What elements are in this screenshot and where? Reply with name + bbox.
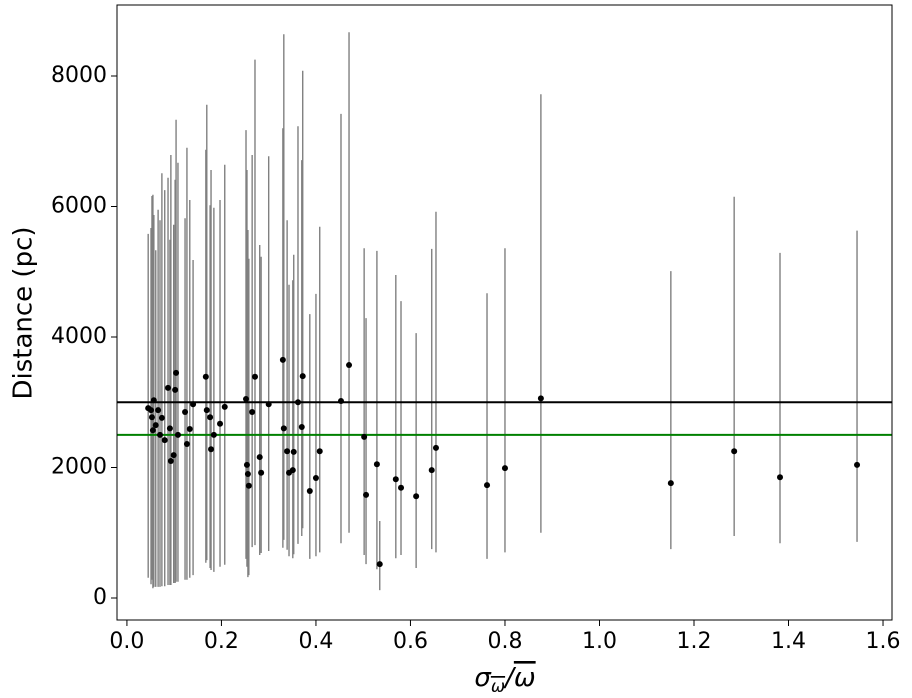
data-point — [484, 482, 491, 489]
data-point — [157, 431, 164, 438]
y-tick-label: 0 — [93, 585, 107, 610]
data-point — [501, 465, 508, 472]
data-point — [316, 448, 323, 455]
data-point — [149, 427, 156, 434]
data-point — [280, 425, 287, 432]
data-point — [361, 433, 368, 440]
data-point — [337, 397, 344, 404]
data-point — [150, 397, 157, 404]
x-tick-label: 1.6 — [866, 629, 901, 654]
data-point — [165, 384, 172, 391]
data-point — [279, 356, 286, 363]
data-point — [208, 446, 215, 453]
data-point — [161, 437, 168, 444]
data-point — [251, 373, 258, 380]
x-label-sub: ω — [491, 677, 505, 694]
data-point — [190, 401, 197, 408]
data-point — [166, 425, 173, 432]
data-point — [667, 480, 674, 487]
x-tick-label: 0.0 — [109, 629, 144, 654]
data-point — [170, 452, 177, 459]
data-point — [413, 493, 420, 500]
x-tick-label: 0.2 — [204, 629, 239, 654]
x-tick-label: 0.8 — [487, 629, 522, 654]
data-point — [284, 448, 291, 455]
data-point — [245, 482, 252, 489]
data-point — [217, 420, 224, 427]
data-point — [299, 373, 306, 380]
data-point — [182, 409, 189, 416]
data-point — [145, 405, 152, 412]
data-point — [243, 395, 250, 402]
data-point — [152, 422, 159, 429]
data-point — [346, 362, 353, 369]
data-point — [537, 395, 544, 402]
data-point — [243, 461, 250, 468]
data-point — [294, 399, 301, 406]
data-point — [207, 414, 214, 421]
data-point — [265, 401, 272, 408]
data-point — [183, 441, 190, 448]
x-axis-label: σω/ω — [474, 663, 535, 694]
y-tick-label: 8000 — [51, 63, 107, 88]
data-point — [312, 474, 319, 481]
data-point — [392, 476, 399, 483]
data-point — [221, 403, 228, 410]
data-point — [210, 431, 217, 438]
x-tick-label: 1.0 — [582, 629, 617, 654]
x-label-sigma: σ — [474, 663, 492, 693]
data-point — [777, 474, 784, 481]
data-point — [854, 461, 861, 468]
data-point — [432, 444, 439, 451]
data-point — [373, 461, 380, 468]
data-point — [202, 373, 209, 380]
x-label-over: ω — [514, 663, 536, 693]
data-point — [173, 369, 180, 376]
data-point — [290, 448, 297, 455]
data-point — [731, 448, 738, 455]
data-point — [298, 424, 305, 431]
plot-frame — [116, 4, 893, 621]
data-point — [286, 469, 293, 476]
data-point — [158, 414, 165, 421]
x-tick-label: 0.6 — [393, 629, 428, 654]
data-point — [244, 471, 251, 478]
data-point — [306, 487, 313, 494]
y-tick-label: 6000 — [51, 193, 107, 218]
data-point — [186, 426, 193, 433]
x-tick-label: 1.2 — [676, 629, 711, 654]
x-tick-label: 1.4 — [771, 629, 806, 654]
data-point — [155, 407, 162, 414]
data-point — [167, 457, 174, 464]
data-point — [249, 409, 256, 416]
data-point — [203, 407, 210, 414]
y-tick-label: 2000 — [51, 455, 107, 480]
data-point — [398, 484, 405, 491]
x-tick-label: 0.4 — [298, 629, 333, 654]
data-point — [376, 561, 383, 568]
data-point — [148, 414, 155, 421]
data-point — [428, 467, 435, 474]
data-point — [258, 469, 265, 476]
data-point — [172, 386, 179, 393]
x-label-slash: / — [503, 663, 517, 693]
y-axis-label: Distance (pc) — [9, 226, 39, 399]
y-tick-label: 4000 — [51, 324, 107, 349]
data-point — [363, 491, 370, 498]
data-point — [174, 431, 181, 438]
data-point — [256, 454, 263, 461]
